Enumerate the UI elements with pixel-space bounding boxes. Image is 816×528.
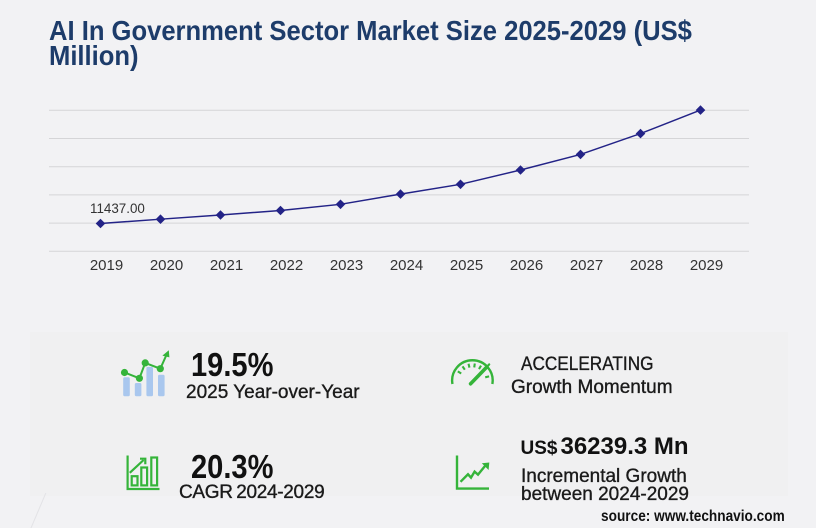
svg-text:11437.00: 11437.00 [90,201,145,216]
svg-text:2028: 2028 [630,257,663,274]
svg-text:2025: 2025 [450,257,483,274]
svg-text:2020: 2020 [150,257,183,274]
svg-text:2019: 2019 [90,257,123,274]
svg-text:2022: 2022 [270,257,303,274]
svg-text:2023: 2023 [330,257,363,274]
svg-text:2026: 2026 [510,257,543,274]
svg-text:2027: 2027 [570,257,603,274]
svg-text:2021: 2021 [210,257,243,274]
svg-text:2029: 2029 [690,257,723,274]
svg-text:2024: 2024 [390,257,423,274]
